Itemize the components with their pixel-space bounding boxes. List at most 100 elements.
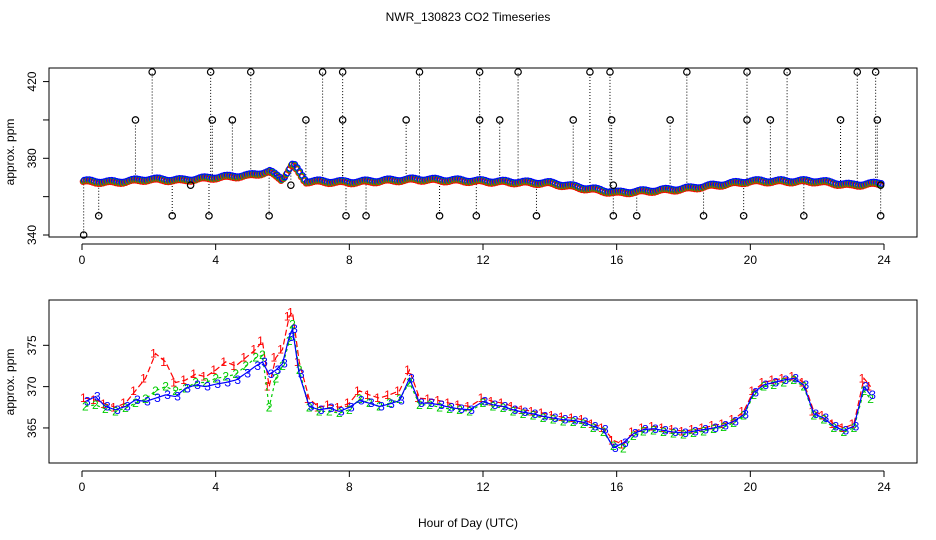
- top-flagged-point: [853, 68, 862, 76]
- series-1-point: 1: [250, 342, 257, 356]
- series-2-point: 2: [831, 421, 838, 435]
- top-flagged-point: [131, 116, 140, 124]
- series-1-point: 1: [768, 373, 775, 387]
- bottom-x-tick-label: 16: [610, 480, 624, 494]
- series-1-point: 1: [608, 433, 615, 447]
- top-x-tick-label: 8: [346, 253, 353, 267]
- series-1-point: 1: [314, 400, 321, 414]
- top-flagged-point: [699, 212, 708, 220]
- series-1-point: 1: [190, 367, 197, 381]
- top-flagged-point: [318, 68, 327, 76]
- series-2-point: 2: [152, 384, 159, 398]
- top-flagged-point: [799, 212, 808, 220]
- series-1-point: 1: [548, 409, 555, 423]
- series-1-point: 1: [464, 399, 471, 413]
- series-3-point: 3: [672, 425, 679, 439]
- series-3-point: 3: [224, 376, 231, 390]
- top-flagged-point: [743, 68, 751, 76]
- series-1-point: 1: [120, 396, 127, 410]
- series-1-point: 1: [578, 413, 585, 427]
- series-3-point: 3: [261, 355, 268, 369]
- series-2-point: 2: [356, 392, 363, 406]
- top-flagged-point: [871, 68, 880, 76]
- series-1-point: 1: [839, 421, 846, 435]
- series-3-point: 3: [652, 422, 659, 436]
- top-flagged-point: [632, 212, 641, 220]
- top-x-tick-label: 0: [79, 253, 86, 267]
- series-2-point: 2: [861, 384, 868, 398]
- bottom-y-axis-label: approx. ppm: [3, 349, 17, 416]
- x-axis-label: Hour of Day (UTC): [418, 516, 518, 530]
- series-2-line: [85, 324, 872, 450]
- top-flagged-point: [783, 68, 791, 76]
- chart-title: NWR_130823 CO2 Timeseries: [386, 10, 551, 24]
- series-2-point: 2: [386, 396, 393, 410]
- series-3-point: 3: [184, 381, 191, 395]
- top-flagged-point: [683, 68, 691, 76]
- series-3-point: 3: [833, 419, 840, 433]
- series-2-point: 2: [480, 396, 487, 410]
- top-x-tick-label: 4: [212, 253, 219, 267]
- series-2-point: 2: [466, 404, 473, 418]
- top-flagged-point: [495, 116, 504, 124]
- series-3-point: 3: [308, 399, 315, 413]
- series-3-point: 3: [592, 419, 599, 433]
- series-1-point: 1: [150, 347, 157, 361]
- series-3-point: 3: [662, 423, 669, 437]
- series-3-point: 3: [772, 376, 779, 390]
- series-3-point: 3: [214, 377, 221, 391]
- series-1-point: 1: [788, 370, 795, 384]
- series-2-point: 2: [640, 424, 647, 438]
- series-1-point: 1: [324, 398, 331, 412]
- series-3-point: 3: [863, 380, 870, 394]
- series-1-point: 1: [658, 421, 665, 435]
- series-3-point: 3: [692, 424, 699, 438]
- series-2-point: 2: [610, 439, 617, 453]
- top-x-tick-label: 12: [476, 253, 490, 267]
- series-2-point: 2: [172, 384, 179, 398]
- top-flagged-point: [362, 212, 370, 220]
- series-1-point: 1: [718, 417, 725, 431]
- series-1-point: 1: [354, 384, 361, 398]
- top-y-axis-label: approx. ppm: [3, 119, 17, 186]
- top-flagged-point: [208, 116, 217, 124]
- series-1-point: 1: [628, 425, 635, 439]
- series-2-point: 2: [660, 425, 667, 439]
- series-1-point: 1: [508, 399, 515, 413]
- series-1-point: 1: [284, 309, 291, 323]
- series-2-point: 2: [841, 425, 848, 439]
- series-1-point: 1: [538, 406, 545, 420]
- series-3-point: 3: [843, 423, 850, 437]
- series-2-point: 2: [406, 376, 413, 390]
- top-flagged-point: [186, 181, 195, 189]
- series-3-point: 3: [114, 403, 121, 417]
- series-1-point: 1: [200, 370, 207, 384]
- series-3-point: 3: [348, 400, 355, 414]
- bottom-x-tick-label: 20: [744, 480, 758, 494]
- series-1-point: 1: [170, 376, 177, 390]
- series-3-point: 3: [291, 322, 298, 336]
- series-2-point: 2: [192, 376, 199, 390]
- series-3-point: 3: [732, 414, 739, 428]
- series-2-point: 2: [670, 427, 677, 441]
- series-2-point: 2: [780, 376, 787, 390]
- top-flagged-point: [514, 68, 522, 76]
- top-flagged-point: [265, 212, 273, 220]
- top-flagged-point: [302, 116, 310, 124]
- series-3-point: 3: [532, 407, 539, 421]
- series-2-point: 2: [252, 351, 259, 365]
- series-3-point: 3: [428, 396, 435, 410]
- series-3-point: 3: [268, 367, 275, 381]
- series-1-point: 1: [140, 371, 147, 385]
- series-1-point: 1: [80, 391, 87, 405]
- series-2-point: 2: [222, 370, 229, 384]
- top-panel: approx. ppm 0 4 8 12 16 20 24 340 380 420: [3, 67, 918, 267]
- series-1-point: 1: [90, 393, 97, 407]
- series-1-point: 1: [384, 388, 391, 402]
- series-2-point: 2: [710, 422, 717, 436]
- series-1-point: 1: [344, 396, 351, 410]
- series-2-point: 2: [102, 402, 109, 416]
- series-3-point: 3: [482, 395, 489, 409]
- series-3-point: 3: [438, 398, 445, 412]
